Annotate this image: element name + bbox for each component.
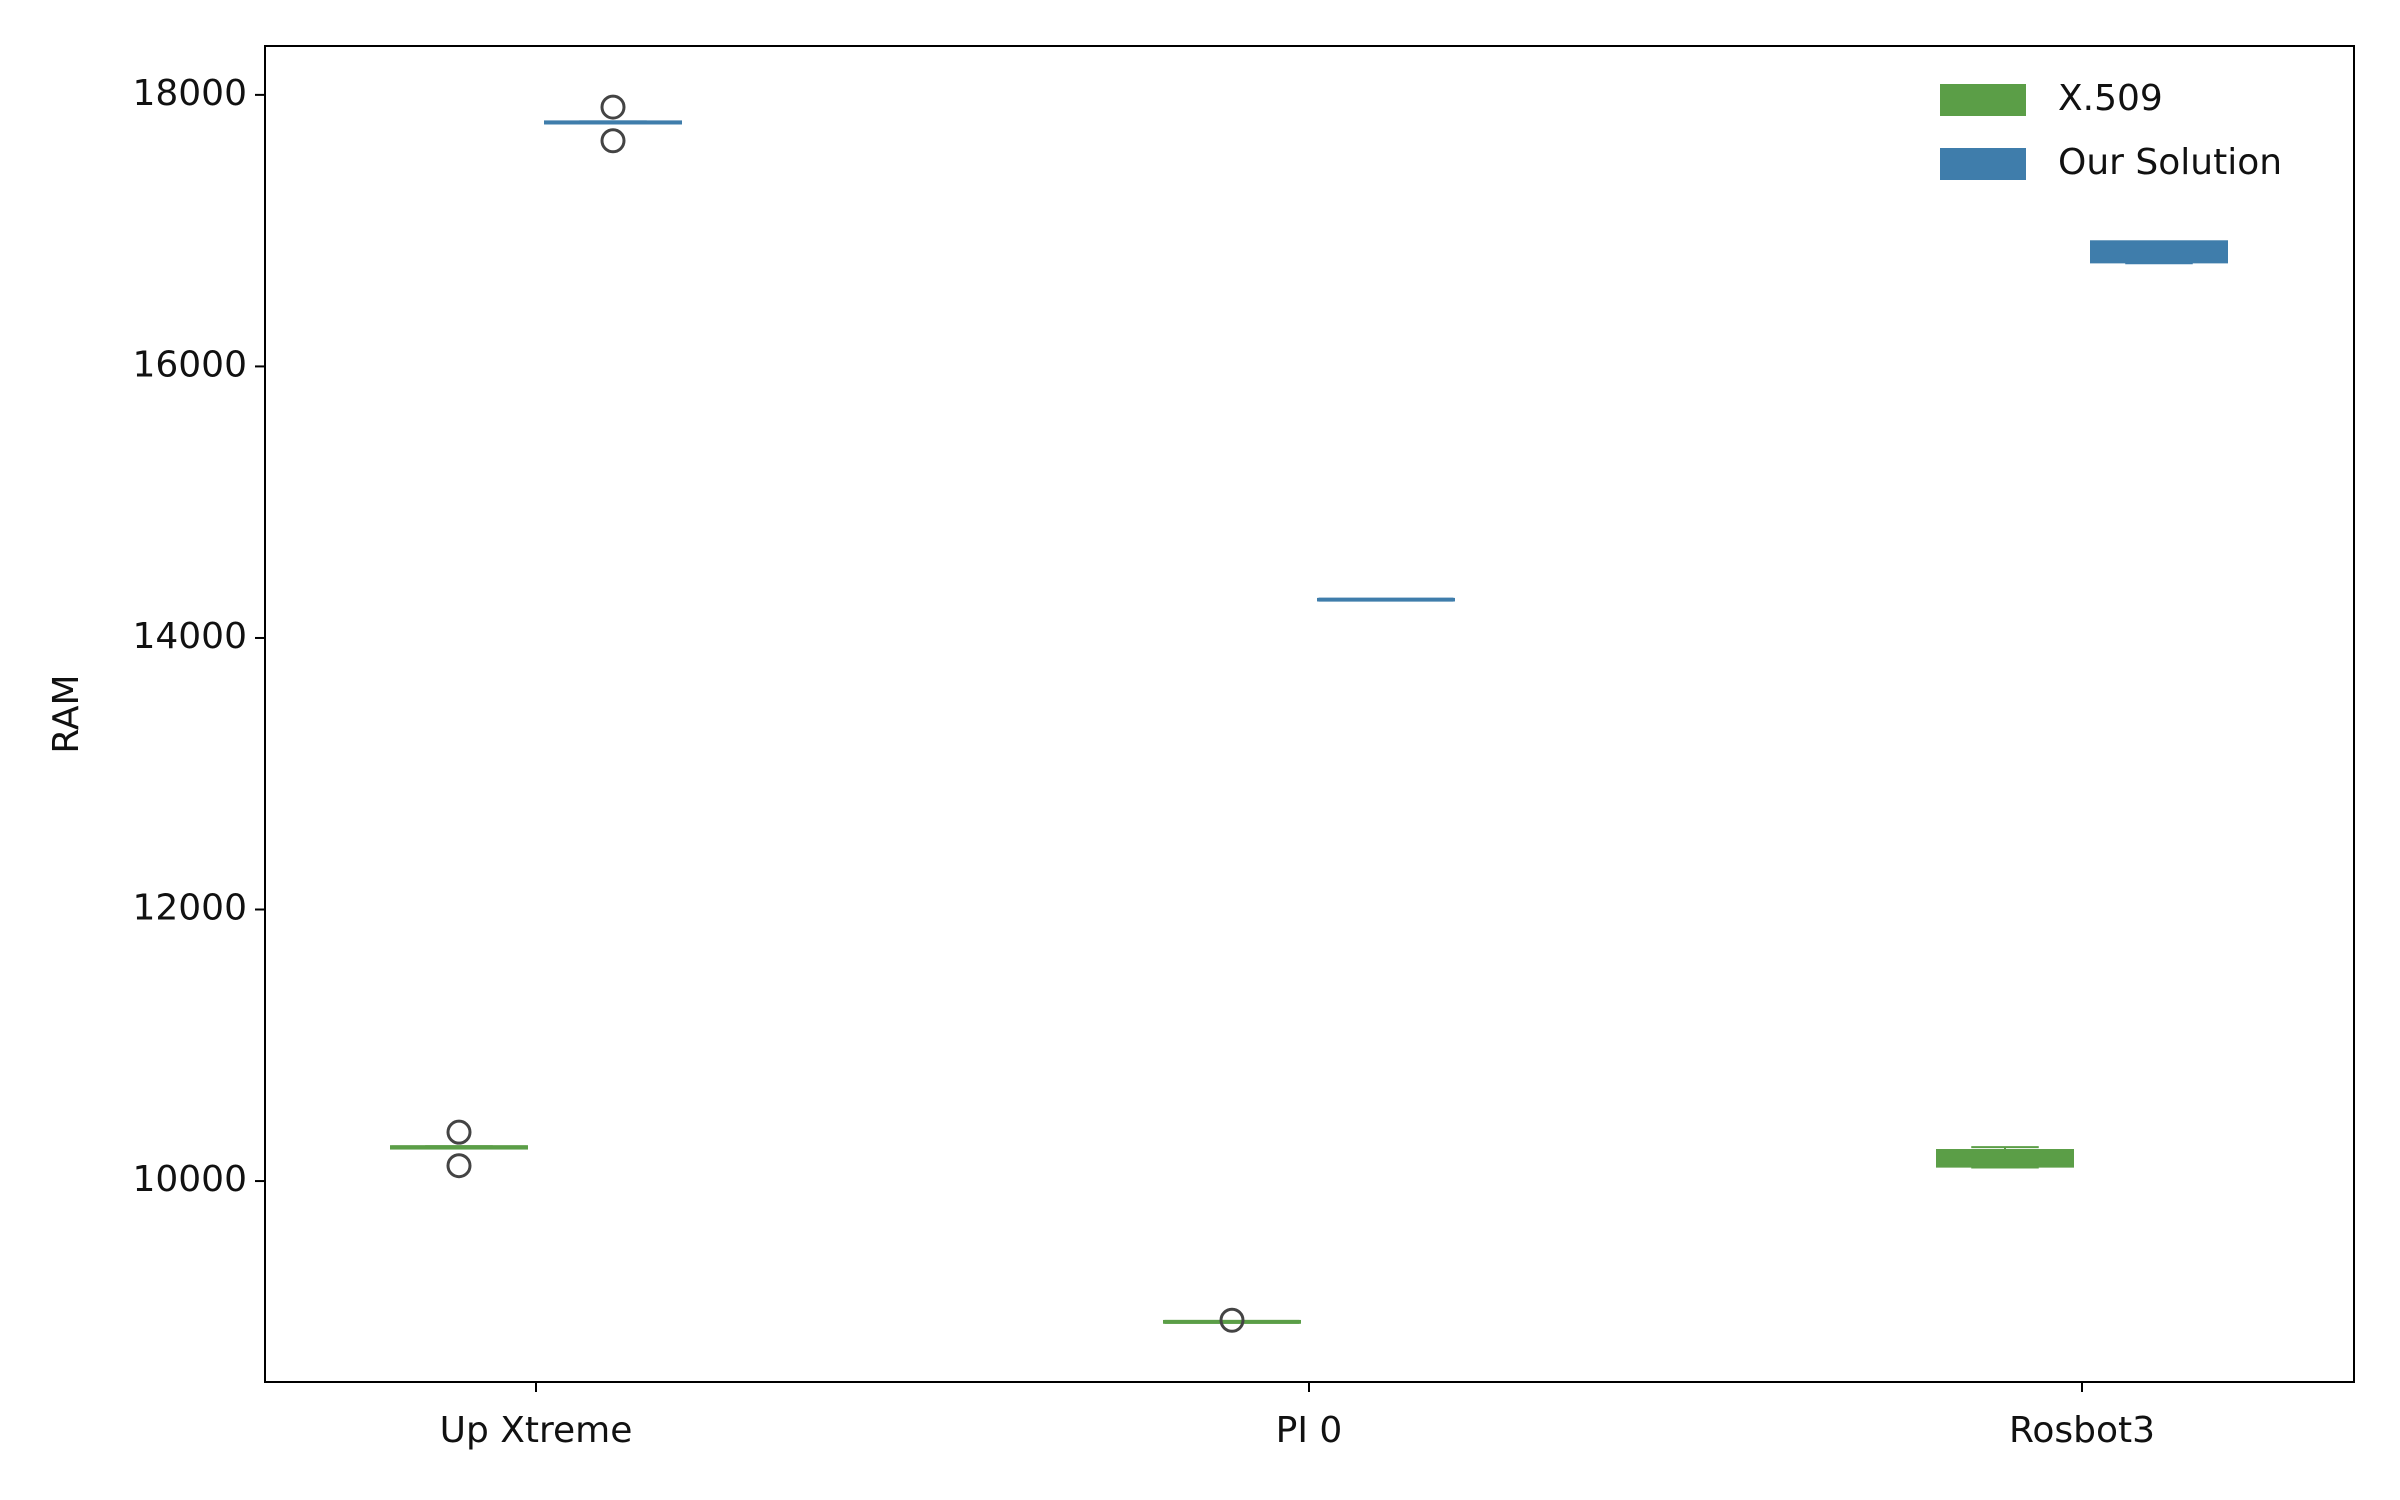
legend-swatch — [1940, 148, 2026, 180]
plot-frame — [264, 45, 2355, 1383]
outlier — [600, 128, 626, 154]
y-tick-label: 10000 — [132, 1159, 247, 1200]
x-tick-label: Up Xtreme — [440, 1410, 633, 1451]
outlier — [446, 1153, 472, 1179]
outlier — [446, 1119, 472, 1145]
y-axis-label: RAM — [46, 674, 87, 753]
x-tick-label: Rosbot3 — [2009, 1410, 2155, 1451]
y-tick-label: 18000 — [132, 73, 247, 114]
outlier — [600, 94, 626, 120]
outlier — [1219, 1307, 1245, 1333]
y-tick-label: 12000 — [132, 888, 247, 929]
legend-label: X.509 — [2058, 78, 2163, 119]
legend-label: Our Solution — [2058, 142, 2282, 183]
y-tick-label: 14000 — [132, 616, 247, 657]
y-tick-label: 16000 — [132, 344, 247, 385]
x-tick-label: PI 0 — [1276, 1410, 1343, 1451]
legend-swatch — [1940, 84, 2026, 116]
